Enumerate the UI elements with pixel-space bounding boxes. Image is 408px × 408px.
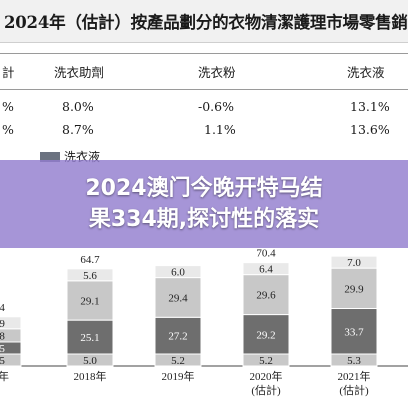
x-tick-label: 17年 [0,369,9,383]
data-label: 29.6 [256,290,276,302]
table-cell: 13.1% [350,99,390,114]
data-label: 5.2 [171,355,185,367]
data-label: 2.5 [0,343,5,355]
bar-segment [242,274,290,316]
table-header-row: 計 洗衣助劑 洗衣粉 洗衣液 [0,60,408,86]
data-label: 6.0 [171,267,185,279]
x-tick-label: (估計) [251,383,281,397]
table-cell: 1.1% [204,122,236,137]
legend-swatch [40,151,60,162]
data-label: 29.1 [80,295,99,307]
table-cell: % [2,99,14,114]
promo-banner: 2024澳门今晚开特马结 果334期,探讨性的落实 [0,160,408,248]
table-header-cell: 計 [2,65,15,80]
table-header-cell: 洗衣助劑 [54,65,105,80]
stacked-bar-chart: 洗衣液 5.52.59.85.92.417年5.025.129.15.664.7… [0,140,408,408]
data-label: 29.4 [168,292,188,304]
bar-segment [330,255,378,269]
table-row: % 8.0% -0.6% 13.1% [0,94,408,120]
bar-segment [154,316,202,355]
bar-segment [66,268,114,282]
data-label: 25.1 [80,332,99,344]
data-label: 5.6 [83,270,97,282]
data-label: 6.4 [259,264,273,276]
bar-segment [0,316,22,330]
data-label: 5.3 [347,355,361,367]
table-cell: % [2,122,14,137]
x-tick-label: 2019年 [162,369,195,383]
data-label: 5.9 [0,318,5,330]
table-cell: 13.6% [350,122,390,137]
x-tick-label: 2018年 [74,369,107,383]
table-cell: -0.6% [198,99,234,114]
chart-svg: 5.52.59.85.9 2.4 17年 5.0 25.1 29.1 5.6 64.7 2018… [0,248,408,397]
data-label: 33.7 [344,326,364,338]
total-label: 70.4 [256,248,276,260]
x-tick-label: 2021年 [338,369,371,383]
total-label: 2.4 [0,302,5,314]
banner-line-1: 2024澳门今晚开特马结 [85,176,323,201]
x-tick-label: (估計) [339,383,369,397]
table-header-cell: 洗衣液 [347,65,385,80]
data-label: 29.9 [344,283,364,295]
bar-segment [154,265,202,279]
bar-segment [0,353,22,367]
data-label: 5.2 [259,355,273,367]
table-cell: 8.0% [62,99,94,114]
bar-segment [154,277,202,318]
bar-segment [242,262,290,276]
table-cell: 8.7% [62,122,94,137]
banner-line-2: 果334期,探讨性的落实 [88,207,320,232]
data-label: 27.2 [168,331,187,343]
data-label: 5.0 [83,355,97,367]
bar-segment [0,341,22,355]
total-label: 64.7 [80,254,100,266]
bar-segment [66,319,114,355]
data-label: 5.5 [0,355,5,367]
table-top-rule [0,53,408,54]
page-title: 2024年（估計）按產品劃分的衣物清潔護理市場零售銷售 [0,0,408,43]
x-tick-label: 2020年 [250,369,283,383]
bar-segment [242,314,290,355]
data-label: 9.8 [0,330,5,342]
data-label: 29.2 [256,329,275,341]
table-header-rule [0,89,408,90]
data-label: 7.0 [347,257,361,269]
bar-segment [330,308,378,355]
bar-segment [0,328,22,343]
table-header-cell: 洗衣粉 [198,65,236,80]
table-row: % 8.7% 1.1% 13.6% [0,117,408,143]
